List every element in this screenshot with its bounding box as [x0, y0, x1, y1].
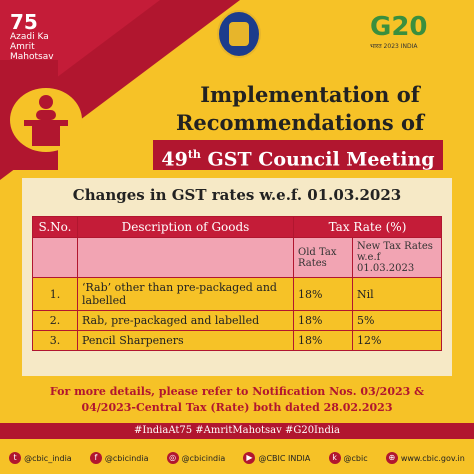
- table-caption: Changes in GST rates w.e.f. 01.03.2023: [72, 186, 402, 204]
- subhead-new-rate: New Tax Rates w.e.f 01.03.2023: [352, 237, 442, 278]
- koo-icon: k: [328, 452, 341, 464]
- cbic-emblem-icon: [217, 10, 261, 58]
- table-row: 3. Pencil Sharpeners 18% 12%: [32, 330, 442, 351]
- row-sno: 2.: [32, 310, 78, 331]
- row-sno: 1.: [32, 277, 78, 311]
- title-line1: Implementation of: [200, 82, 420, 107]
- header-sno: S.No.: [32, 216, 78, 238]
- subhead-empty-1: [32, 237, 78, 278]
- g20-label: G20: [370, 12, 428, 42]
- notification-note: For more details, please refer to Notifi…: [14, 384, 460, 416]
- social-label: @cbicindia: [181, 453, 226, 463]
- row-new-rate: Nil: [352, 277, 442, 311]
- note-line1: For more details, please refer to Notifi…: [49, 385, 425, 398]
- social-label: www.cbic.gov.in: [400, 453, 465, 463]
- table-row: 1. ‘Rab’ other than pre-packaged and lab…: [32, 277, 442, 311]
- azadi-line2: Amrit Mahotsav: [10, 42, 54, 62]
- social-instagram[interactable]: ◎ @cbicindia: [166, 452, 226, 464]
- social-label: @cbicindia: [104, 453, 149, 463]
- row-new-rate: 12%: [352, 330, 442, 351]
- table-subheader-row: Old Tax Rates New Tax Rates w.e.f 01.03.…: [32, 237, 442, 278]
- azadi-line1: Azadi Ka: [10, 32, 49, 42]
- meeting-suffix: th: [187, 148, 201, 161]
- facebook-icon: f: [89, 452, 102, 464]
- social-twitter[interactable]: t @cbic_india: [9, 452, 72, 464]
- header-description: Description of Goods: [77, 216, 294, 238]
- azadi-number: 75: [10, 10, 38, 34]
- social-website[interactable]: ⊕ www.cbic.gov.in: [385, 452, 465, 464]
- header-tax-rate: Tax Rate (%): [293, 216, 442, 238]
- gst-rates-table: S.No. Description of Goods Tax Rate (%) …: [32, 216, 442, 351]
- meeting-number: 49: [161, 148, 188, 171]
- hashtags: #IndiaAt75 #AmritMahotsav #G20India: [0, 423, 474, 439]
- twitter-icon: t: [9, 452, 22, 464]
- row-old-rate: 18%: [293, 310, 353, 331]
- social-facebook[interactable]: f @cbicindia: [89, 452, 149, 464]
- social-youtube[interactable]: ▶ @CBIC INDIA: [243, 452, 310, 464]
- row-old-rate: 18%: [293, 277, 353, 311]
- row-old-rate: 18%: [293, 330, 353, 351]
- g20-logo: G20 भारत 2023 INDIA: [370, 12, 470, 62]
- social-label: @cbic_india: [24, 453, 72, 463]
- youtube-icon: ▶: [243, 452, 256, 464]
- podium-speaker-icon: [10, 88, 82, 152]
- g20-sub: भारत 2023 INDIA: [370, 43, 418, 50]
- subhead-empty-2: [77, 237, 294, 278]
- azadi-ka-amrit-mahotsav-logo: 75 Azadi Ka Amrit Mahotsav: [10, 12, 80, 62]
- social-bar: t @cbic_india f @cbicindia ◎ @cbicindia …: [0, 442, 474, 474]
- row-description: Pencil Sharpeners: [77, 330, 294, 351]
- row-sno: 3.: [32, 330, 78, 351]
- row-description: Rab, pre-packaged and labelled: [77, 310, 294, 331]
- row-new-rate: 5%: [352, 310, 442, 331]
- globe-icon: ⊕: [385, 452, 398, 464]
- meeting-banner: 49th GST Council Meeting: [153, 140, 443, 170]
- social-koo[interactable]: k @cbic: [328, 452, 368, 464]
- note-line2: 04/2023-Central Tax (Rate) both dated 28…: [81, 401, 393, 414]
- row-description: ‘Rab’ other than pre-packaged and labell…: [77, 277, 294, 311]
- title-line2: Recommendations of: [175, 110, 425, 135]
- subhead-old-rate: Old Tax Rates: [293, 237, 353, 278]
- social-label: @CBIC INDIA: [258, 453, 311, 463]
- social-label: @cbic: [343, 453, 368, 463]
- instagram-icon: ◎: [166, 452, 179, 464]
- meeting-text: GST Council Meeting: [200, 148, 435, 171]
- table-row: 2. Rab, pre-packaged and labelled 18% 5%: [32, 310, 442, 331]
- emblem-inner: [229, 22, 249, 46]
- gst-rates-card: Changes in GST rates w.e.f. 01.03.2023 S…: [22, 178, 452, 376]
